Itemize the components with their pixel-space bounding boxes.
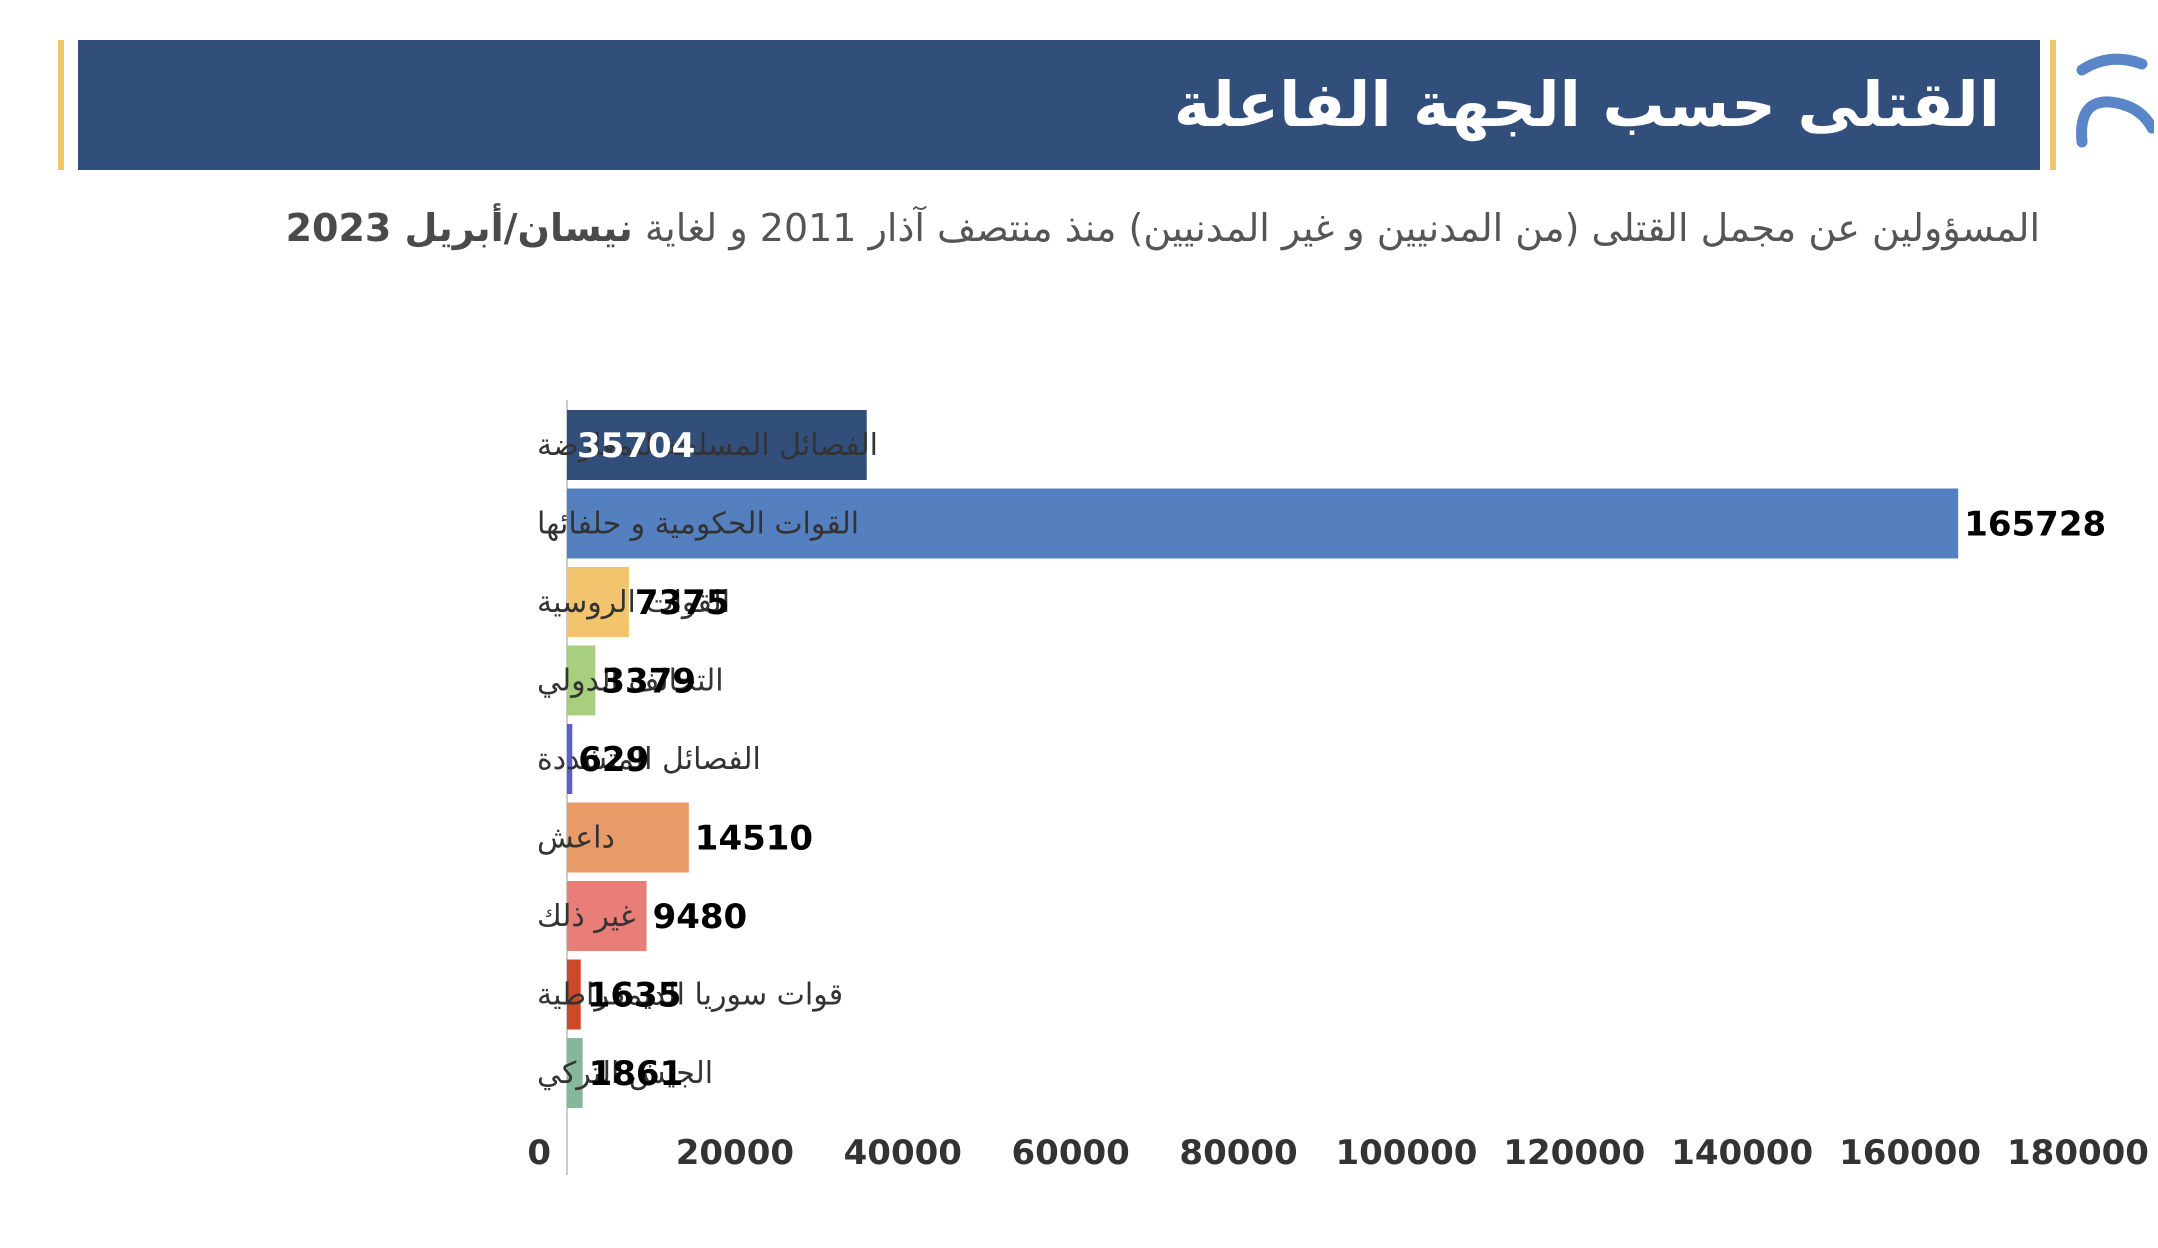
bar [567, 567, 629, 637]
category-label: الفصائل المسلحة للمعارضة [537, 428, 878, 463]
x-tick-label: 100000 [1335, 1133, 1477, 1173]
bar [567, 724, 573, 794]
data-label: 3379 [601, 662, 696, 702]
x-tick-label: 180000 [2007, 1133, 2149, 1173]
data-label: 7375 [635, 583, 730, 623]
subtitle-date: نيسان/أبريل 2023 [285, 206, 633, 250]
right-accent-bar [2050, 40, 2056, 170]
bar [567, 1038, 583, 1108]
x-tick-label: 140000 [1671, 1133, 1813, 1173]
category-label: قوات سوريا الديمقراطية [537, 978, 843, 1013]
category-label: التحالف الدولي [537, 664, 724, 699]
category-label: القوات الحكومية و حلفائها [537, 507, 859, 542]
data-label: 35704 [577, 426, 695, 466]
x-tick-label: 80000 [1179, 1133, 1297, 1173]
category-label: الجيش التركي [537, 1056, 713, 1091]
left-accent-bar [58, 40, 64, 170]
x-tick-label: 40000 [844, 1133, 962, 1173]
data-label: 629 [578, 740, 649, 780]
category-label: القوات الروسية [537, 585, 730, 620]
x-tick-label: 20000 [676, 1133, 794, 1173]
bar [567, 410, 867, 480]
x-tick-label: 0 [527, 1133, 551, 1173]
category-label: الفصائل المتشددة [537, 742, 761, 777]
data-label: 1861 [589, 1054, 684, 1094]
data-label: 1635 [587, 976, 682, 1016]
organization-logo-icon [2076, 53, 2154, 148]
data-label: 165728 [1964, 505, 2106, 545]
x-axis-ticks: 0 20000 40000 60000 80000 100000 120000 140000 1… [527, 1133, 2149, 1173]
data-label: 9480 [653, 897, 748, 937]
x-tick-label: 160000 [1839, 1133, 1981, 1173]
title-banner: القتلى حسب الجهة الفاعلة [78, 40, 2040, 170]
data-label: 14510 [695, 819, 813, 859]
category-label: داعش [537, 821, 615, 856]
subtitle-main: المسؤولين عن مجمل القتلى (من المدنيين و … [644, 206, 2040, 250]
bar [567, 802, 689, 873]
page-title: القتلى حسب الجهة الفاعلة [1173, 68, 2000, 141]
bar [567, 959, 581, 1030]
x-tick-label: 60000 [1012, 1133, 1130, 1173]
bar [567, 488, 1959, 559]
subtitle: المسؤولين عن مجمل القتلى (من المدنيين و … [286, 206, 2040, 250]
category-label: غير ذلك [537, 899, 636, 934]
x-tick-label: 120000 [1503, 1133, 1645, 1173]
bar [567, 881, 647, 951]
bar [567, 645, 596, 716]
